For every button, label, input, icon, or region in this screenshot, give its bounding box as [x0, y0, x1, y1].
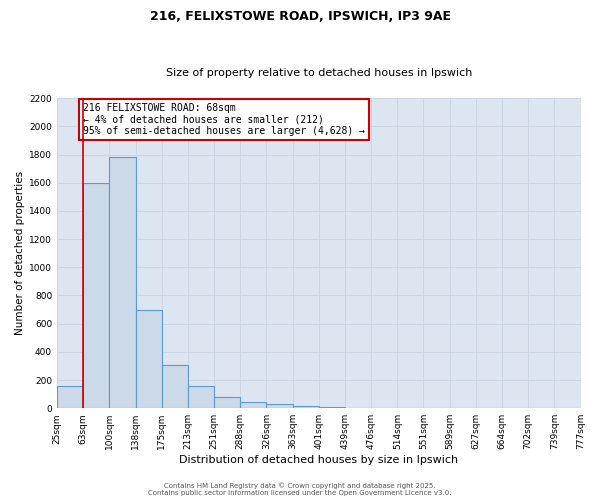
X-axis label: Distribution of detached houses by size in Ipswich: Distribution of detached houses by size …	[179, 455, 458, 465]
Title: Size of property relative to detached houses in Ipswich: Size of property relative to detached ho…	[166, 68, 472, 78]
Text: Contains public sector information licensed under the Open Government Licence v3: Contains public sector information licen…	[148, 490, 452, 496]
Bar	[109, 158, 136, 408]
Bar	[188, 386, 214, 408]
Bar	[136, 310, 162, 408]
Bar	[214, 397, 240, 408]
Bar	[162, 364, 188, 408]
Bar	[57, 386, 83, 408]
Bar	[319, 407, 345, 408]
Bar	[83, 183, 109, 408]
Bar	[293, 406, 319, 408]
Text: 216, FELIXSTOWE ROAD, IPSWICH, IP3 9AE: 216, FELIXSTOWE ROAD, IPSWICH, IP3 9AE	[149, 10, 451, 23]
Bar	[266, 404, 293, 408]
Text: 216 FELIXSTOWE ROAD: 68sqm
← 4% of detached houses are smaller (212)
95% of semi: 216 FELIXSTOWE ROAD: 68sqm ← 4% of detac…	[83, 103, 365, 136]
Y-axis label: Number of detached properties: Number of detached properties	[15, 171, 25, 336]
Bar	[240, 402, 266, 408]
Text: Contains HM Land Registry data © Crown copyright and database right 2025.: Contains HM Land Registry data © Crown c…	[164, 482, 436, 489]
